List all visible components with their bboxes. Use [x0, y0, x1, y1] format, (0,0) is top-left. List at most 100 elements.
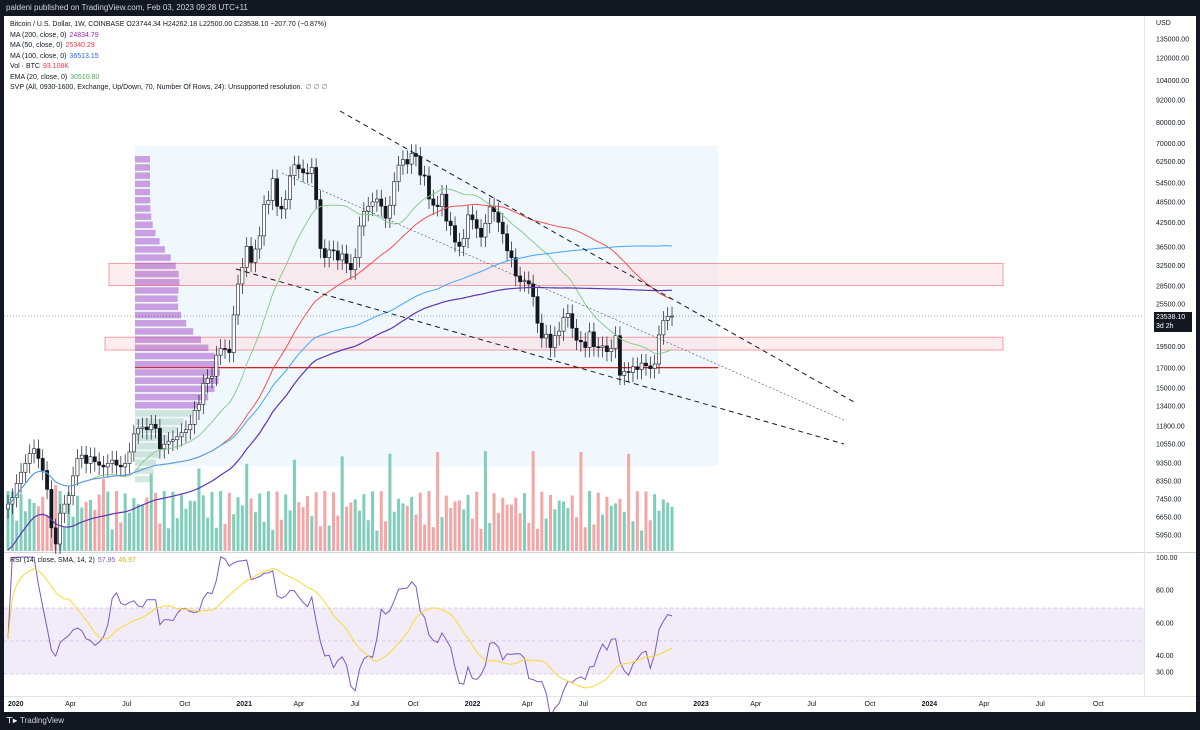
candle-body [62, 503, 67, 514]
candle-body [97, 461, 102, 466]
volume-bar [475, 491, 479, 551]
candle-body [184, 429, 188, 433]
candle-body [626, 371, 631, 373]
volume-bar [462, 509, 466, 551]
chart-canvas[interactable]: 135000.00 120000.00 104000.00 92000.00 80000… [4, 16, 1196, 712]
symbol-ohlc-line[interactable]: Bitcoin / U.S. Dollar, 1W, COINBASE O237… [10, 21, 327, 28]
volume-bar [206, 517, 210, 551]
volume-bar [245, 463, 249, 551]
volume-bar [236, 497, 240, 551]
candle-body [652, 363, 657, 369]
profile-row [135, 377, 219, 384]
volume-bar [36, 506, 40, 551]
volume-bar [41, 496, 45, 551]
time-tick-label: Jul [1036, 701, 1045, 708]
price-tick-label: 11800.00 [1156, 424, 1185, 431]
legend-row-ma200[interactable]: MA (200, close, 0) 24834.79 [10, 31, 328, 42]
candle-body [314, 167, 319, 200]
rsi-axis: 100.00 80.00 60.00 40.00 30.00 [1156, 555, 1178, 676]
volume-bar [405, 505, 409, 551]
volume-bar [106, 491, 110, 551]
candle-body [440, 193, 444, 207]
volume-bar [614, 503, 618, 551]
candle-body [505, 233, 510, 252]
candle-body [136, 428, 141, 435]
candle-body [366, 205, 371, 212]
volume-bar [258, 493, 262, 551]
legend-row-ma50[interactable]: MA (50, close, 0) 25340.29 [10, 41, 328, 52]
volume-bar [54, 485, 58, 551]
volume-bar [62, 526, 66, 551]
candle-body [539, 322, 544, 339]
volume-bar [84, 501, 88, 551]
ma100-line [7, 245, 673, 505]
volume-bar [544, 518, 548, 551]
profile-row [135, 336, 201, 343]
candle-body [361, 211, 366, 227]
bar-countdown: 3d 2h [1156, 323, 1174, 330]
profile-row [135, 344, 209, 352]
profile-row [135, 287, 179, 294]
resistance-zone-upper [108, 262, 1004, 287]
candle-body [118, 464, 123, 468]
volume-bar [483, 451, 487, 551]
time-tick-label: Oct [636, 701, 647, 708]
time-tick-label: Apr [65, 701, 77, 708]
legend-value: 25340.29 [65, 42, 95, 49]
candle-body [227, 348, 232, 353]
legend-row-volume[interactable]: Vol · BTC 93.108K [10, 62, 328, 73]
volume-bar [240, 505, 244, 551]
volume-bar [162, 491, 166, 551]
price-tick-label: 13400.00 [1156, 403, 1185, 410]
candle-body [431, 198, 436, 206]
footer-bar: ⊤▸ TradingView [0, 712, 1200, 730]
candle-body [88, 456, 93, 464]
volume-bar [401, 503, 405, 551]
candle-body [58, 512, 62, 545]
time-tick-label: Apr [979, 701, 991, 708]
volume-bar [648, 520, 652, 551]
candle-body [609, 348, 614, 353]
volume-bar [253, 512, 257, 551]
volume-bar [570, 495, 574, 551]
volume-bar [444, 495, 448, 551]
volume-bar [184, 508, 188, 551]
volume-bar [631, 521, 635, 551]
profile-row [135, 475, 153, 483]
price-tick-label: 9350.00 [1156, 461, 1181, 468]
profile-row [135, 254, 171, 261]
volume-bar [670, 506, 674, 551]
candle-body [474, 219, 479, 229]
volume-bar [418, 492, 422, 551]
volume-bar [531, 451, 535, 551]
volume-bar [345, 506, 349, 551]
rsi-tick-label: 60.00 [1156, 620, 1174, 627]
candle-body [383, 205, 388, 219]
candle-body [84, 454, 89, 464]
candle-body [201, 383, 206, 405]
volume-bar [323, 491, 327, 551]
legend-row-svp[interactable]: SVP (All, 0930-1600, Exchange, Up/Down, … [10, 83, 328, 94]
profile-row [135, 221, 153, 229]
chart-frame[interactable]: 135000.00 120000.00 104000.00 92000.00 80000… [4, 16, 1196, 712]
candle-body [470, 214, 475, 220]
volume-bar [431, 527, 435, 551]
profile-row [135, 246, 165, 253]
candle-body [622, 371, 627, 376]
rsi-tick-label: 80.00 [1156, 588, 1174, 595]
price-tick-label: 5950.00 [1156, 532, 1181, 539]
legend-row-ma100[interactable]: MA (100, close, 0) 36513.15 [10, 52, 328, 63]
candle-body [357, 225, 362, 258]
legend-row-ema20[interactable]: EMA (20, close, 0) 30510.80 [10, 73, 328, 84]
volume-bar [644, 491, 648, 551]
price-tick-label: 104000.00 [1156, 78, 1189, 85]
candle-body [249, 246, 253, 263]
rsi-legend[interactable]: RSI (14, close, SMA, 14, 2) 57.95 46.97 [10, 557, 136, 564]
legend-label: MA (50, close, 0) [10, 42, 63, 49]
candle-body [188, 424, 193, 431]
volume-bar [535, 528, 539, 551]
candle-body [179, 432, 184, 438]
candle-body [596, 346, 601, 349]
volume-bar [666, 502, 670, 551]
volume-bar [605, 496, 609, 551]
